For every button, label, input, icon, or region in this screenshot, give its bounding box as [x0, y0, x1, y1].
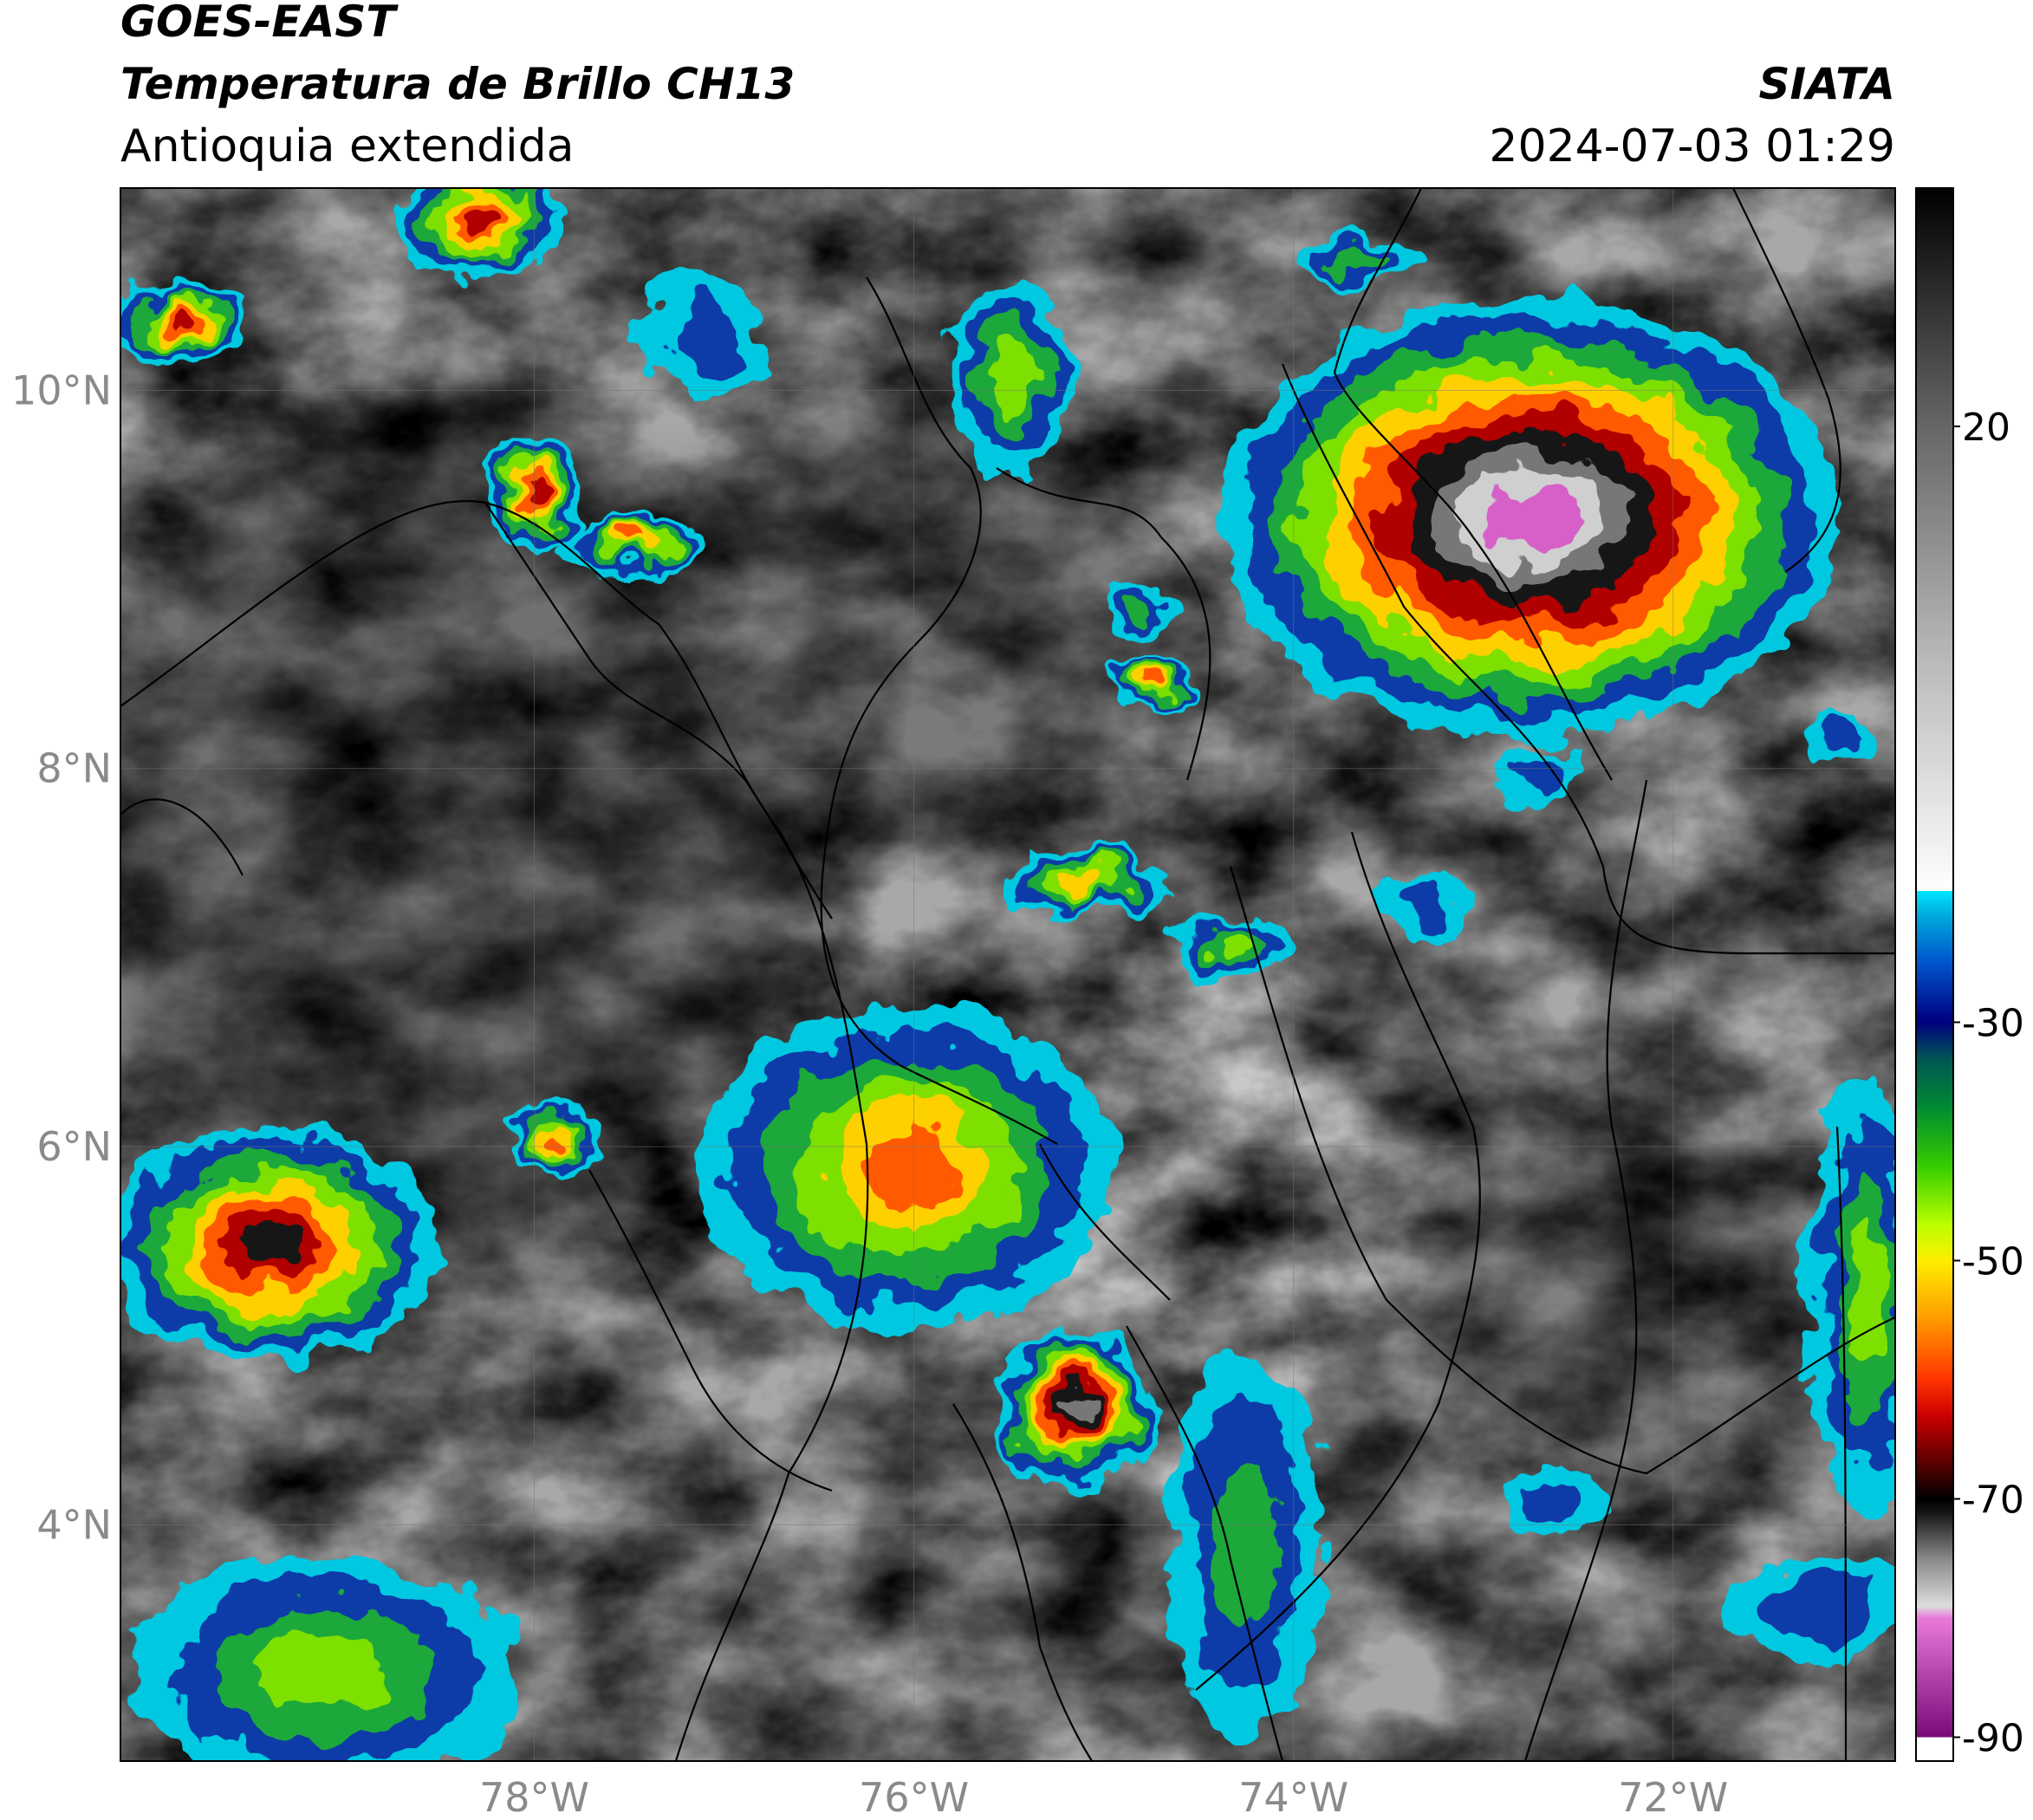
- x-tick-label: 72°W: [1618, 1774, 1728, 1820]
- y-tick-label: 10°N: [11, 367, 112, 413]
- storm-layer: [1064, 872, 1114, 892]
- colorbar: 20 -30 -50 -70 -90: [1915, 187, 2024, 1762]
- storm-layer: [1062, 1394, 1091, 1420]
- colorbar-tick-label: -70: [1962, 1479, 2024, 1523]
- subtitle: Temperatura de Brillo CH13: [120, 59, 795, 109]
- storm-layer: [1518, 757, 1568, 798]
- storms: [120, 188, 1895, 1761]
- y-tick-label: 8°N: [36, 745, 112, 792]
- x-tick-label: 74°W: [1238, 1774, 1348, 1820]
- colorbar-tick-label: -30: [1962, 1002, 2024, 1046]
- storm-layer: [1210, 1456, 1280, 1630]
- storm-layer: [1123, 596, 1159, 622]
- storm-layer: [166, 315, 197, 335]
- colorbar-tick-label: 20: [1962, 406, 2010, 450]
- axes: 78°W 76°W 74°W 72°W 10°N 8°N 6°N 4°N: [11, 367, 1728, 1820]
- colorbar-bar: [1915, 187, 1954, 1762]
- storm-layer: [1759, 1576, 1872, 1641]
- grid: [120, 188, 1895, 1761]
- storm-layer: [462, 208, 498, 233]
- datetime: 2024-07-03 01:29: [1489, 120, 1895, 172]
- storm-layer: [1486, 488, 1574, 549]
- storm-layer: [857, 1128, 958, 1206]
- map-area: [120, 188, 1895, 1761]
- storm-layer: [1398, 887, 1455, 928]
- title: GOES-EAST: [120, 0, 399, 47]
- map-frame: [120, 187, 1896, 1762]
- storm-layer: [1332, 247, 1391, 271]
- storm-layer: [1523, 1479, 1588, 1529]
- storm-layer: [1211, 935, 1252, 959]
- storm-layer: [611, 536, 646, 553]
- storm-layer: [241, 1223, 304, 1267]
- colorbar-tick-label: -50: [1962, 1240, 2024, 1284]
- storm-layer: [1146, 679, 1162, 694]
- storm-layer: [545, 1132, 570, 1150]
- storm-layer: [659, 301, 740, 374]
- colorbar-tick-label: -90: [1962, 1717, 2024, 1761]
- storm-layer: [520, 481, 543, 504]
- y-tick-label: 6°N: [36, 1123, 112, 1170]
- storm-layer: [256, 1632, 393, 1713]
- storm-layer: [1847, 1219, 1887, 1374]
- x-tick-label: 78°W: [479, 1774, 589, 1820]
- region: Antioquia extendida: [120, 120, 575, 172]
- y-tick-label: 4°N: [36, 1501, 112, 1548]
- storm-layer: [1821, 725, 1861, 754]
- boundaries: [120, 188, 1895, 1761]
- storm-layer: [991, 340, 1032, 413]
- x-tick-label: 76°W: [859, 1774, 969, 1820]
- source: SIATA: [1759, 59, 1895, 109]
